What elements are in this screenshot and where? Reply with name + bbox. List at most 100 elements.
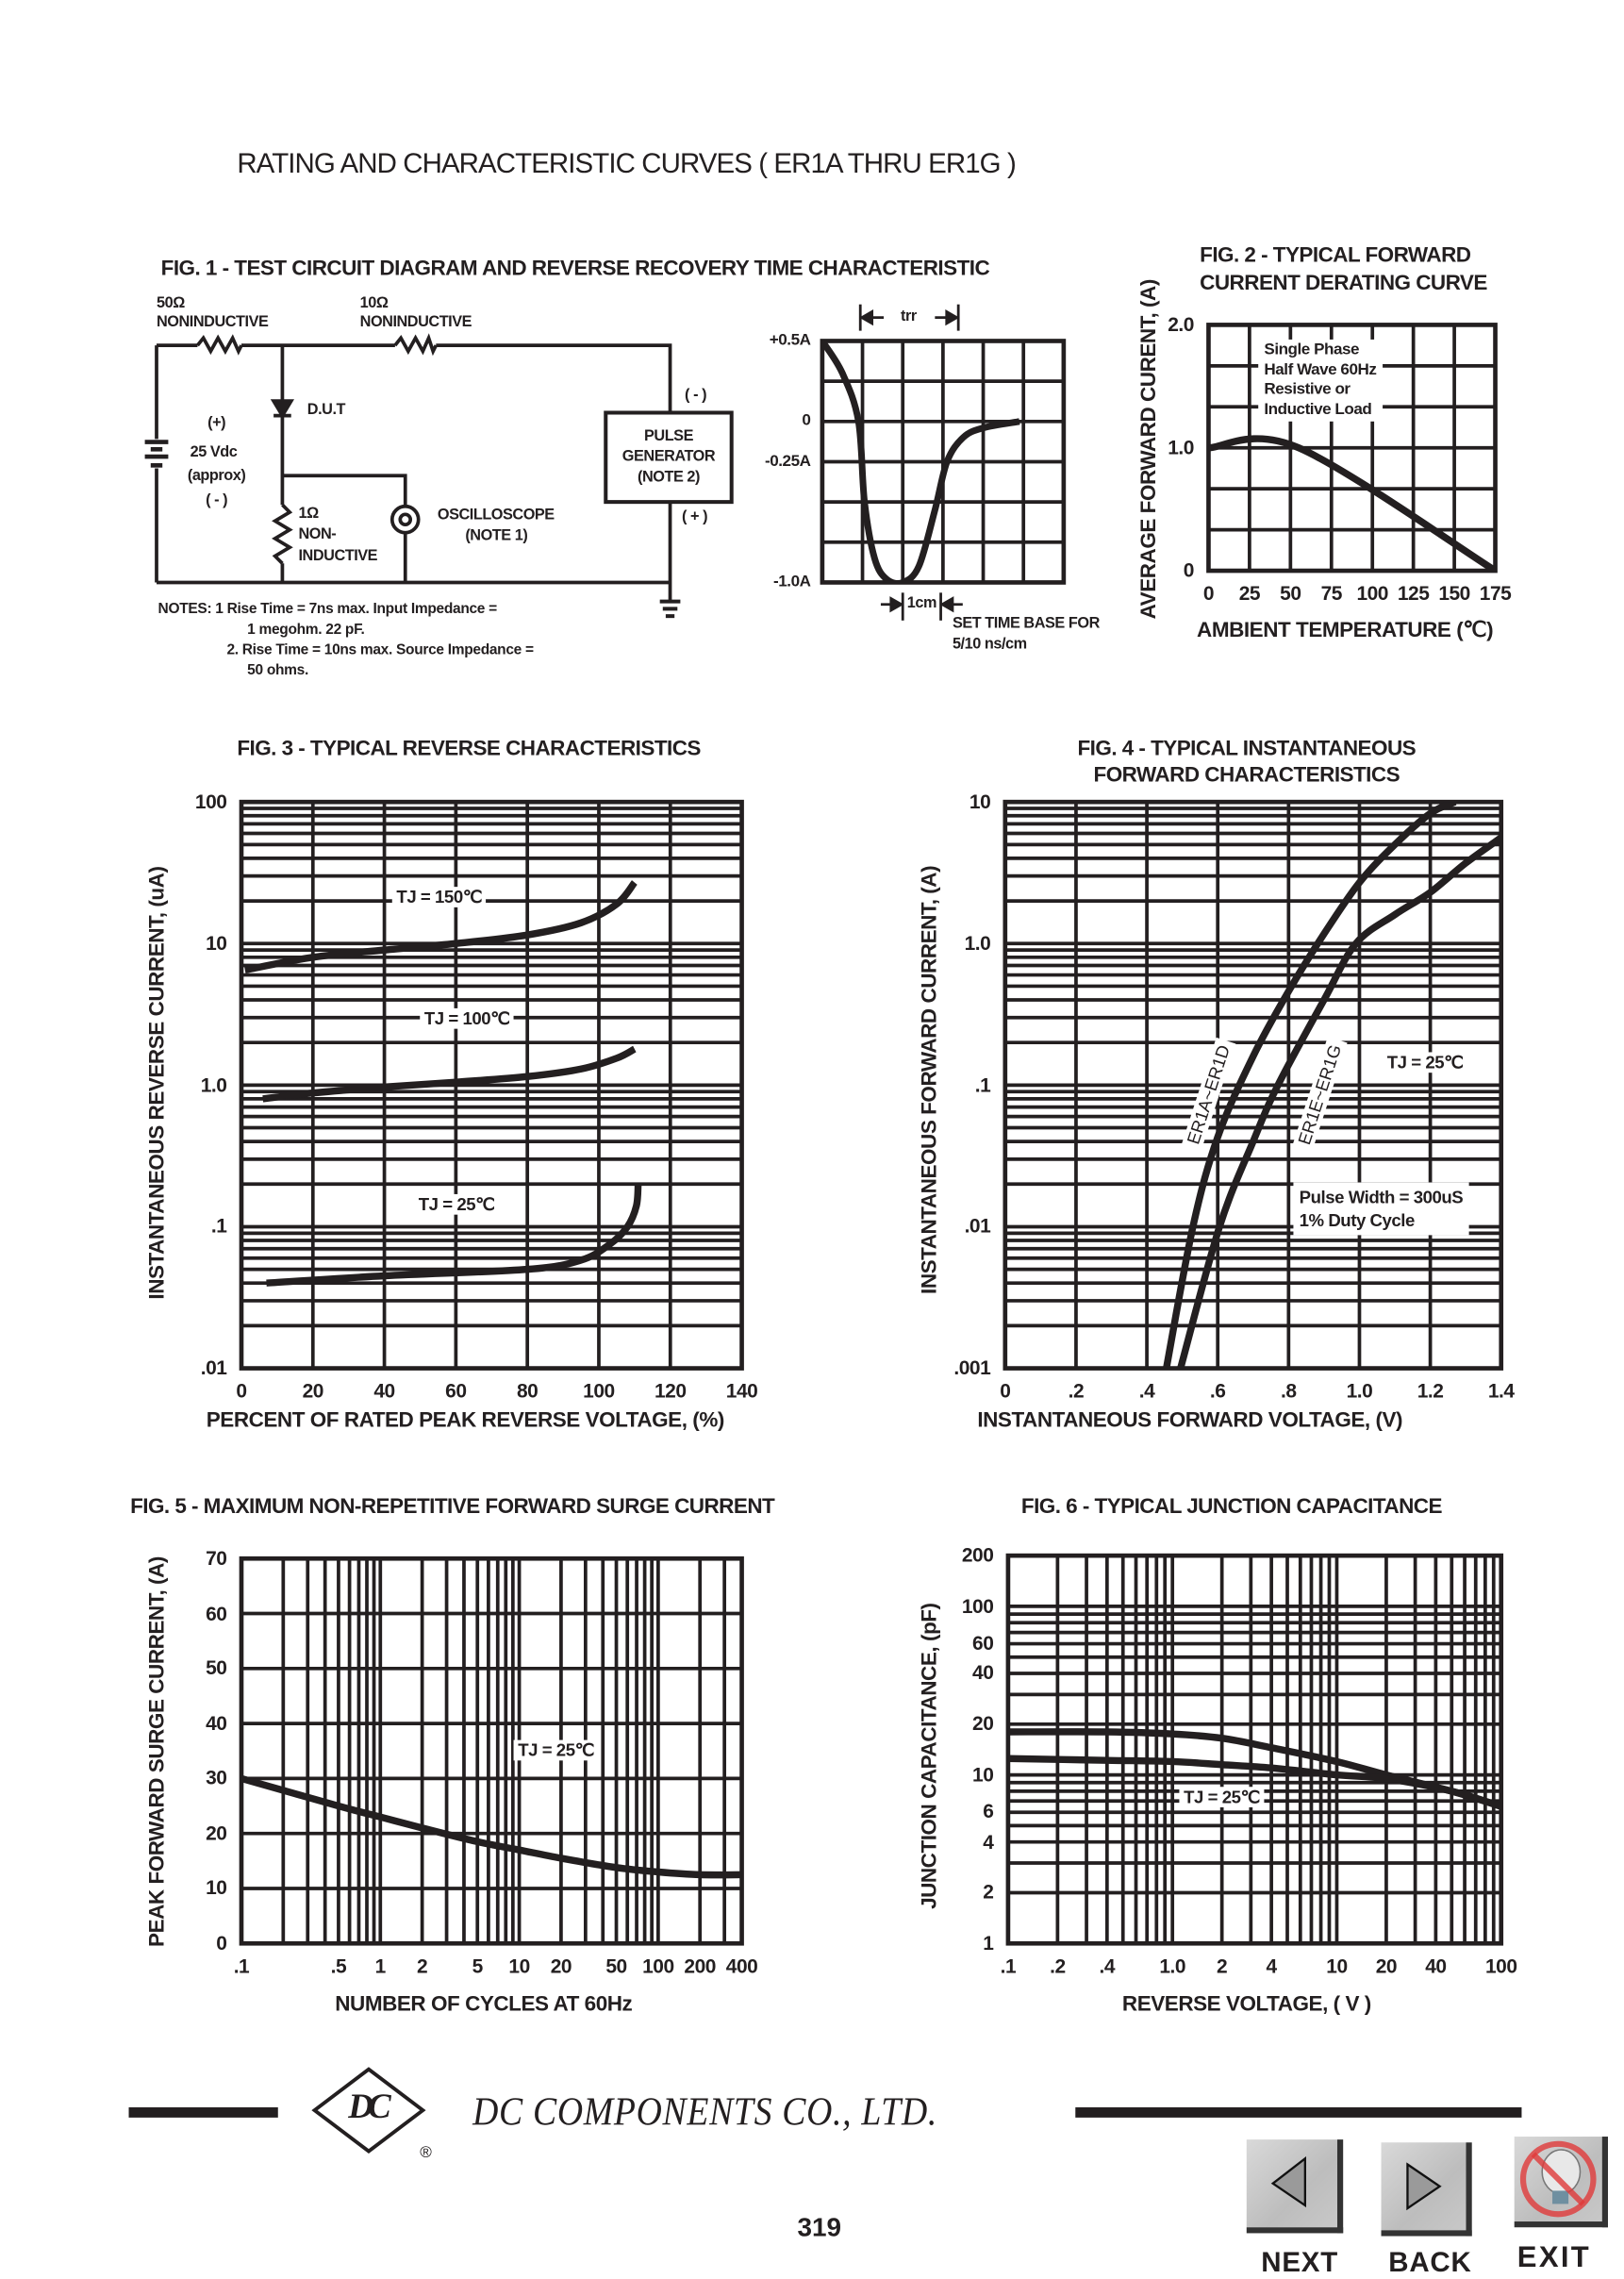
fig2-title-line-1: FIG. 2 - TYPICAL FORWARD [1200,244,1471,268]
company-name: DC COMPONENTS CO., LTD. [472,2089,938,2134]
fig3-y-axis-label: INSTANTANEOUS REVERSE CURRENT, (uA) [145,866,170,1300]
pulse-generator-label-3: (NOTE 2) [637,468,700,487]
x-tick-label: .4 [1138,1379,1155,1403]
pulse-plus: ( + ) [681,507,708,525]
fig3-series-label-150: TJ = 150℃ [391,887,487,907]
r3-type-1: NON- [298,524,337,543]
resistor-50ohm-icon [195,334,243,356]
y-tick-label: 4 [983,1830,994,1853]
fig4-x-axis-label: INSTANTANEOUS FORWARD VOLTAGE, (V) [977,1408,1403,1433]
fig1-title: FIG. 1 - TEST CIRCUIT DIAGRAM AND REVERS… [160,258,990,281]
y-tick-label: 40 [206,1712,227,1735]
y-tick-label: 10 [206,932,227,955]
battery-plus: (+) [207,414,226,432]
y-tick-label: 200 [961,1544,994,1567]
y-tick-label: 1.0 [200,1073,227,1096]
pulse-generator-label-1: PULSE [643,427,693,445]
plot-frame [1003,799,1504,1371]
pulse-generator-label-2: GENERATOR [621,447,716,466]
x-tick-label: .2 [1050,1955,1066,1977]
exit-label[interactable]: EXIT [1516,2241,1592,2274]
oscilloscope-label: OSCILLOSCOPE [437,506,555,524]
r3-type-2: INDUCTIVE [298,547,378,565]
x-tick-label: .8 [1281,1379,1297,1403]
r1-type: NONINDUCTIVE [156,312,269,331]
x-tick-label: 75 [1320,582,1343,605]
division-bracket [880,592,963,621]
y-tick-label: 100 [961,1594,994,1618]
x-tick-label: 20 [302,1379,324,1403]
battery-minus: ( - ) [206,491,228,509]
y-tick-label: 10 [969,790,991,813]
back-button[interactable] [1381,2142,1472,2237]
x-tick-label: .1 [1000,1955,1017,1977]
x-tick-label: 50 [1280,582,1301,605]
next-label[interactable]: NEXT [1261,2247,1339,2279]
x-tick-label: 1.2 [1417,1379,1444,1403]
series-line-1 [1163,802,1457,1369]
fig6-annotation-temperature: TJ = 25℃ [1179,1787,1265,1807]
x-tick-label: 100 [1484,1955,1517,1977]
exit-button[interactable] [1514,2137,1608,2228]
series-line-3 [266,1183,642,1287]
battery-approx: (approx) [187,466,246,485]
fig3-x-axis-label: PERCENT OF RATED PEAK REVERSE VOLTAGE, (… [206,1408,725,1433]
y-tick-label: .01 [200,1356,227,1379]
trr-label: trr [901,307,917,325]
plot-frame [239,1555,744,1946]
trr-bracket [858,304,960,331]
y-tick-label: 50 [206,1656,227,1680]
series-line-2 [1007,1755,1501,1810]
next-button[interactable] [1246,2139,1344,2234]
fig4-title-line-2: FORWARD CHARACTERISTICS [1093,763,1400,788]
x-tick-label: 120 [654,1379,687,1403]
pulse-generator-box [604,410,734,505]
chart-3 [239,799,744,1371]
chart-6 [1005,1553,1504,1946]
timebase-label-2: 5/10 ns/cm [952,635,1027,653]
x-tick-label: .6 [1209,1379,1226,1403]
y-tick-label: .1 [974,1073,991,1096]
plot-frame [1005,1553,1504,1946]
y-tick-label: 20 [972,1712,994,1736]
fig2-y-axis-label: AVERAGE FORWARD CURENT, (A) [1137,279,1162,620]
x-tick-label: 1 [374,1955,387,1977]
r3-value: 1Ω [298,505,319,523]
chart-4 [1003,799,1504,1371]
x-tick-label: 60 [445,1379,467,1403]
x-tick-label: 20 [1375,1955,1398,1977]
series-line-1 [240,1774,742,1879]
x-tick-label: 1.4 [1487,1379,1515,1403]
x-tick-label: .5 [330,1955,347,1977]
note-2-cont: 50 ohms. [247,662,308,679]
x-tick-label: 50 [605,1955,627,1977]
resistor-10ohm-icon [393,333,438,357]
fig6-x-axis-label: REVERSE VOLTAGE, ( V ) [1121,1993,1371,2017]
x-tick-label: 25 [1238,582,1261,605]
company-logo [311,2067,426,2154]
circuit-wire [155,343,672,601]
fig2-annotation-1: Single Phase [1264,341,1360,359]
y-tick-label: 2 [983,1881,994,1904]
x-tick-label: 140 [725,1379,758,1403]
x-tick-label: 40 [373,1379,395,1403]
diode-icon [270,399,295,420]
y-tick-label: 100 [194,790,227,813]
y-tick-label: 6 [983,1801,994,1823]
fig6-y-axis-label: JUNCTION CAPACITANCE, (pF) [918,1603,942,1909]
oscilloscope-icon [389,504,421,535]
ground-icon [659,599,681,619]
timebase-label-1: SET TIME BASE FOR [952,614,1100,633]
y-tick-label: .1 [210,1215,227,1238]
battery-voltage: 25 Vdc [190,443,238,461]
y-tick-label: 2.0 [1168,313,1194,336]
y-tick-label: +0.5A [769,331,811,350]
y-tick-label: 60 [972,1632,994,1655]
division-label: 1cm [906,593,937,612]
triangle-right-icon [1406,2162,1442,2211]
x-tick-label: 80 [516,1379,539,1403]
y-tick-label: 1 [983,1932,994,1955]
back-label[interactable]: BACK [1388,2247,1472,2279]
chart-5 [239,1555,744,1946]
series-line-1 [244,880,638,974]
